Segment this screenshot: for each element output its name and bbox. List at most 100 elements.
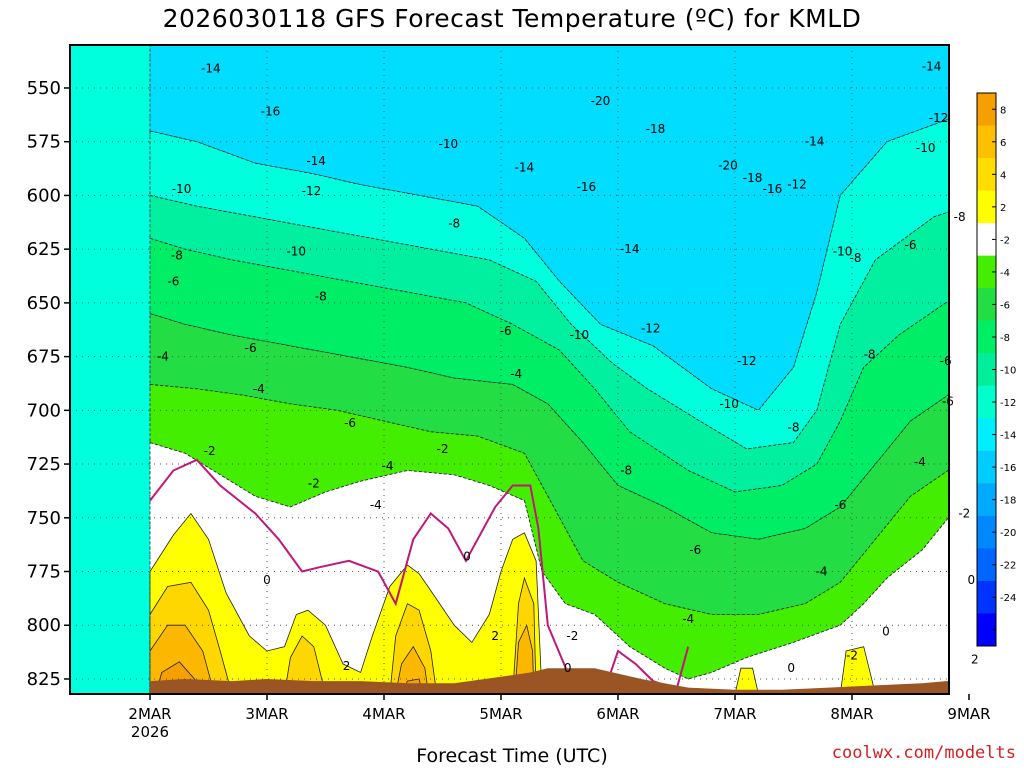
y-tick-label: 675 (27, 347, 61, 368)
contour-label: -6 (834, 498, 846, 512)
temperature-bands (149, 45, 949, 694)
y-tick-label: 575 (27, 132, 61, 153)
contour-label: -10 (833, 244, 853, 258)
band-2-12 (149, 512, 543, 694)
x-tick-label: 6MAR (596, 705, 639, 723)
contour-label: -8 (954, 210, 966, 224)
colorbar-swatch (977, 125, 996, 159)
contour-label: 0 (787, 661, 795, 675)
contour-label: -8 (620, 464, 632, 478)
contour-label: 0 (968, 573, 976, 587)
x-axis-label: Forecast Time (UTC) (416, 745, 608, 767)
colorbar-swatch (977, 450, 996, 484)
colorbar-label: 8 (1000, 105, 1006, 116)
ground-layer (150, 668, 949, 694)
y-tick-label: 725 (27, 454, 61, 475)
colorbar-swatch (977, 255, 996, 289)
contour-label: -4 (510, 367, 522, 381)
contour-label: 0 (463, 549, 471, 563)
contour-label: -2 (308, 476, 320, 490)
contour-label: -14 (201, 62, 221, 76)
contour-label: -4 (370, 498, 382, 512)
contour-label: -14 (515, 160, 535, 174)
y-tick-label: 650 (27, 293, 61, 314)
colorbar-swatch (977, 515, 996, 549)
band-6-22 (395, 645, 429, 694)
ground-surface (150, 668, 949, 694)
contour-label: -10 (916, 141, 936, 155)
colorbar-label: -18 (1000, 496, 1016, 507)
x-tick-label: 2MAR (128, 705, 171, 723)
colorbar-label: -8 (1000, 333, 1010, 344)
contour-label: -8 (850, 251, 862, 265)
grid-lines (70, 45, 949, 694)
contour-label: -8 (864, 347, 876, 361)
x-tick-label: 4MAR (362, 705, 405, 723)
contour-label: -2 (204, 444, 216, 458)
chart-title: 2026030118 GFS Forecast Temperature (ºC)… (162, 4, 862, 33)
contour-label: 0 (564, 661, 572, 675)
y-axis-ticks: 550 575 600 625 650 675 700 725 750 775 800 825 (27, 78, 70, 690)
colorbar-swatch (977, 548, 996, 582)
contour-label: -12 (302, 184, 322, 198)
contour-label: -14 (620, 242, 640, 256)
contour-label: -6 (167, 274, 179, 288)
contour-label: 2 (343, 659, 351, 673)
contour-label: -6 (689, 543, 701, 557)
colorbar-swatch (977, 223, 996, 257)
y-tick-label: 625 (27, 239, 61, 260)
contour-label: -6 (344, 416, 356, 430)
colorbar-label: -14 (1000, 431, 1016, 442)
contour-label: -10 (286, 244, 306, 258)
x-tick-label: 8MAR (830, 705, 873, 723)
band--2-11 (149, 442, 949, 694)
contour-label: -10 (719, 397, 739, 411)
colorbar: 8 6 4 2 -2 -4 -6 -8 -10 -12 -14 -16 -18 -20 -22 -24 (976, 92, 1016, 647)
contour-label: -16 (261, 105, 281, 119)
contour-label: -8 (788, 421, 800, 435)
contour-label: -14 (306, 154, 326, 168)
contour-label: -6 (940, 354, 952, 368)
colorbar-label: -22 (1000, 561, 1016, 572)
contour-label: -12 (929, 111, 949, 125)
contour-label: -18 (743, 171, 763, 185)
y-tick-label: 550 (27, 78, 61, 99)
colorbar-swatch (977, 580, 996, 614)
colorbar-swatch (977, 93, 996, 127)
contour-label: -4 (816, 565, 828, 579)
contour-label: -8 (448, 216, 460, 230)
contour-label: -4 (157, 350, 169, 364)
contour-label: -14 (922, 59, 942, 73)
contour-label: -20 (591, 94, 611, 108)
contour-label: -6 (245, 341, 257, 355)
x-axis-ticks: 2MAR 3MAR 4MAR 5MAR 6MAR 7MAR 8MAR 9MAR 2026 (128, 694, 991, 741)
contour-label: -2 (437, 442, 449, 456)
contour-label: -4 (253, 382, 265, 396)
contour-label: -18 (646, 122, 666, 136)
x-tick-label: 5MAR (479, 705, 522, 723)
colorbar-swatch (977, 320, 996, 354)
contour-label: -2 (958, 506, 970, 520)
contour-label: -10 (570, 328, 590, 342)
contour-label: -4 (914, 455, 926, 469)
contour-label: -2 (846, 648, 858, 662)
colorbar-label: 2 (1000, 203, 1006, 214)
y-tick-label: 600 (27, 185, 61, 206)
contour-label: -16 (577, 180, 597, 194)
colorbar-label: -6 (1000, 300, 1010, 311)
contour-label: 2 (971, 653, 979, 667)
contour-label: -2 (566, 629, 578, 643)
colorbar-swatch (977, 288, 996, 322)
colorbar-swatch (977, 613, 996, 647)
credit-link[interactable]: coolwx.com/modelts (831, 743, 1016, 763)
band-4-17 (284, 635, 326, 694)
colorbar-label: -24 (1000, 593, 1016, 604)
contour-label: 2 (491, 629, 499, 643)
y-tick-label: 775 (27, 562, 61, 583)
y-tick-label: 700 (27, 400, 61, 421)
colorbar-label: -10 (1000, 366, 1016, 377)
band-2-14 (839, 646, 876, 694)
colorbar-swatch (977, 158, 996, 192)
colorbar-label: -4 (1000, 268, 1010, 279)
